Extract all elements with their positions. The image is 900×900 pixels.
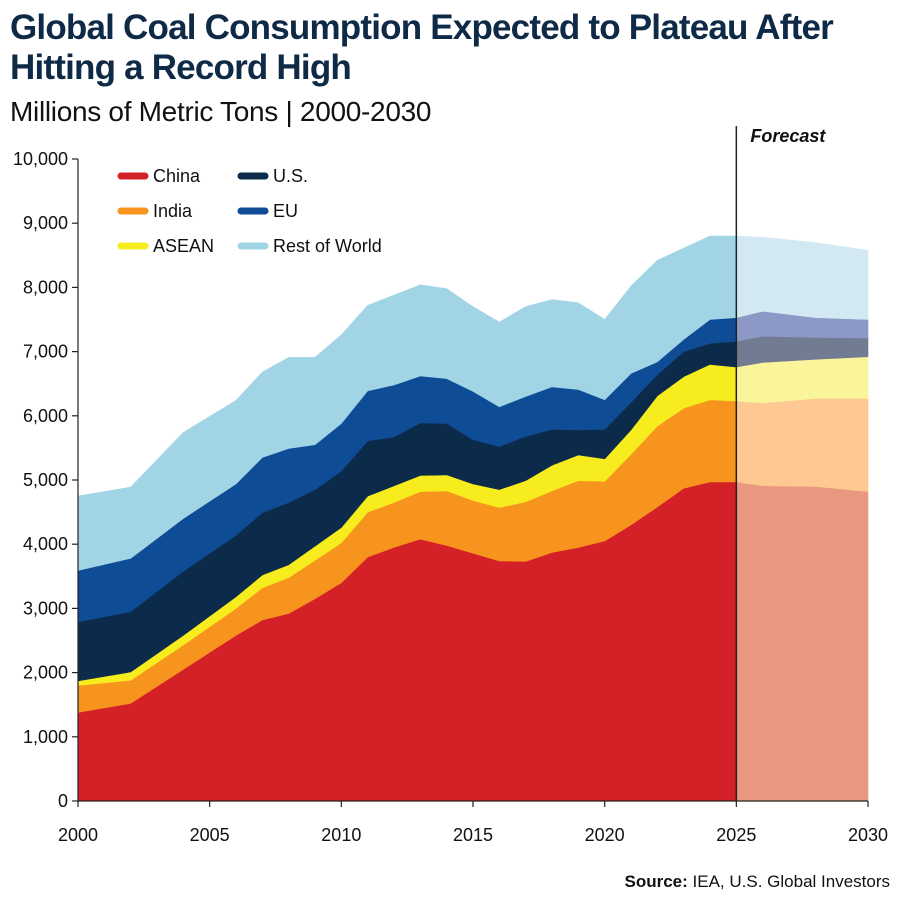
y-tick-label: 5,000 (23, 470, 68, 490)
legend: China India ASEAN U.S. EU Rest of World (117, 166, 382, 256)
area-forecast-china (736, 481, 869, 802)
y-tick-label: 10,000 (13, 149, 68, 169)
area-forecast-india (736, 398, 869, 492)
x-tick-label: 2030 (848, 825, 888, 845)
forecast-marker: Forecast (735, 126, 826, 801)
forecast-label: Forecast (750, 126, 826, 146)
y-tick-label: 4,000 (23, 534, 68, 554)
area-forecast-rest-of-world (736, 235, 869, 320)
x-tick-label: 2000 (58, 825, 98, 845)
stacked-areas (77, 235, 869, 802)
y-tick-label: 0 (58, 791, 68, 811)
source-label: Source: (624, 872, 688, 891)
tick-labels: 0 1,000 2,000 3,000 4,000 5,000 6,000 7,000 8,00… (13, 149, 888, 845)
legend-label-eu: EU (273, 201, 298, 221)
x-tick-label: 2010 (321, 825, 361, 845)
x-tick-label: 2025 (716, 825, 756, 845)
legend-label-u-s: U.S. (273, 166, 308, 186)
y-tick-label: 6,000 (23, 406, 68, 426)
x-tick-label: 2015 (453, 825, 493, 845)
y-tick-label: 9,000 (23, 213, 68, 233)
y-tick-label: 1,000 (23, 727, 68, 747)
y-tick-label: 8,000 (23, 277, 68, 297)
legend-label-rest-of-world: Rest of World (273, 236, 382, 256)
chart-subtitle: Millions of Metric Tons | 2000-2030 (10, 96, 432, 127)
x-tick-label: 2005 (190, 825, 230, 845)
y-tick-label: 3,000 (23, 598, 68, 618)
x-tick-label: 2020 (585, 825, 625, 845)
legend-label-india: India (153, 201, 193, 221)
source-note: Source: IEA, U.S. Global Investors (625, 872, 891, 892)
chart-title: Global Coal Consumption Expected to Plat… (10, 8, 834, 87)
legend-label-asean: ASEAN (153, 236, 214, 256)
source-text: IEA, U.S. Global Investors (692, 872, 890, 891)
y-tick-label: 2,000 (23, 663, 68, 683)
y-tick-label: 7,000 (23, 342, 68, 362)
legend-label-china: China (153, 166, 201, 186)
